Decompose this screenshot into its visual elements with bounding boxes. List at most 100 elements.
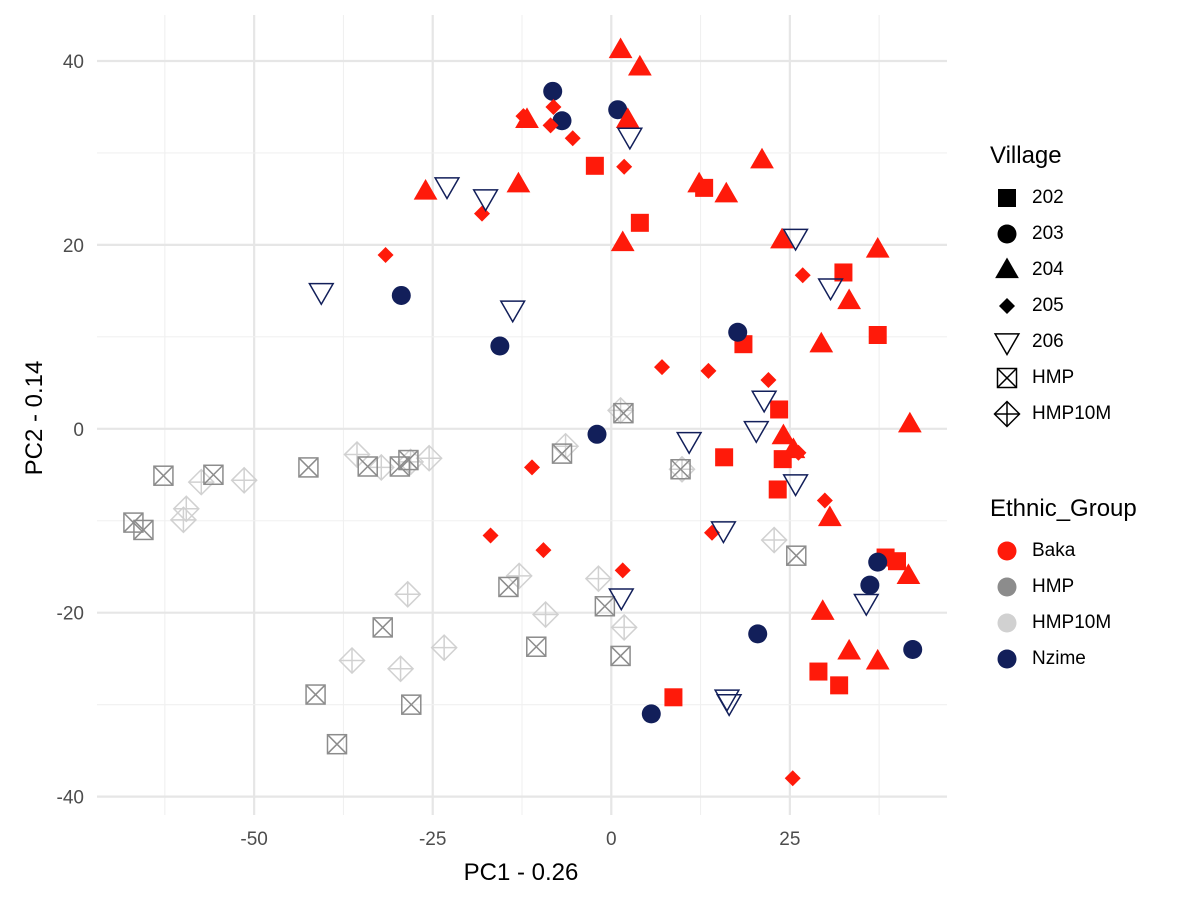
data-point-205: [760, 372, 777, 389]
ethnic-group-legend-item: HMP: [990, 569, 1137, 605]
data-point-203: [860, 575, 880, 595]
data-point-204: [615, 107, 640, 128]
data-point-hmp: [670, 459, 691, 480]
grid-lines: [97, 15, 947, 815]
village-legend: Village 202 203 204 205 206 HMP HMP10M: [990, 142, 1111, 432]
data-point-205: [535, 542, 552, 559]
data-point-206: [715, 693, 743, 717]
data-point-206: [499, 300, 526, 324]
data-point-hmp10m: [169, 506, 197, 534]
data-point-hmp10m: [760, 526, 788, 554]
data-point-205: [545, 98, 562, 115]
data-point-hmp: [326, 733, 348, 755]
data-point-203: [391, 285, 411, 305]
x-tick-label: 25: [779, 829, 800, 850]
data-point-hmp: [594, 596, 616, 617]
data-point-203: [728, 322, 748, 342]
data-point-204: [865, 648, 890, 670]
data-point-206: [675, 431, 703, 455]
ethnic-group-legend-item: Baka: [990, 533, 1137, 569]
data-point-204: [837, 638, 862, 660]
data-point-202: [830, 676, 849, 695]
y-tick-labels: -40 -20 0 20 40: [57, 52, 84, 809]
data-point-205: [784, 770, 801, 787]
data-point-206: [710, 521, 737, 544]
ethnic-group-legend-label: Nzime: [1032, 648, 1086, 669]
y-axis-title: PC2 - 0.14: [21, 361, 48, 476]
data-point-203: [868, 552, 888, 572]
data-point-204: [817, 505, 842, 527]
village-legend-label: HMP10M: [1032, 403, 1112, 424]
data-point-205: [616, 158, 633, 175]
data-point-202: [868, 326, 887, 344]
data-point-202: [809, 662, 828, 681]
data-point-hmp: [305, 684, 326, 705]
village-legend-key: [996, 367, 1018, 389]
x-axis-title: PC1 - 0.26: [464, 859, 579, 886]
data-point-hmp10m: [552, 432, 580, 460]
data-point-206: [616, 127, 644, 151]
data-point-204: [750, 147, 774, 169]
village-legend-label: 203: [1032, 223, 1064, 244]
village-legend-label: 206: [1032, 331, 1064, 352]
data-point-hmp: [357, 456, 378, 477]
data-point-206: [433, 177, 461, 201]
village-legend-item: 204: [990, 252, 1111, 288]
data-point-hmp10m: [505, 562, 533, 590]
data-point-206: [853, 593, 880, 617]
data-point-202: [585, 156, 604, 175]
data-point-204: [627, 54, 652, 76]
y-tick-label: 20: [63, 236, 84, 257]
data-point-hmp: [613, 402, 634, 424]
data-point-205: [654, 359, 670, 376]
data-point-204: [608, 37, 633, 59]
data-point-205: [482, 527, 499, 544]
village-legend-key: [993, 400, 1021, 428]
data-point-202: [715, 448, 734, 467]
data-point-205: [790, 444, 807, 461]
data-point-202: [630, 213, 649, 232]
data-point-hmp10m: [343, 440, 371, 469]
village-legend-key: [997, 224, 1017, 244]
data-point-hmp10m: [532, 600, 560, 629]
data-point-hmp: [133, 519, 154, 541]
data-point-204: [865, 236, 890, 258]
data-point-hmp10m: [172, 495, 200, 523]
data-point-206: [713, 689, 741, 713]
data-point-205: [794, 267, 811, 284]
data-point-204: [506, 171, 531, 193]
ethnic-group-legend-key: [997, 649, 1017, 669]
data-point-203: [641, 704, 661, 724]
data-point-206: [782, 474, 809, 498]
village-legend-key: [995, 257, 1019, 279]
data-point-hmp: [551, 443, 573, 464]
ethnic-group-legend-label: HMP10M: [1032, 612, 1112, 633]
data-point-206: [743, 420, 770, 444]
village-legend-label: 204: [1032, 259, 1064, 280]
data-point-204: [810, 599, 835, 620]
data-point-hmp: [298, 457, 319, 478]
ethnic-group-legend-label: Baka: [1032, 540, 1076, 561]
data-point-204: [413, 179, 438, 200]
ethnic-group-legend-key: [997, 577, 1017, 597]
data-point-204: [897, 411, 922, 433]
data-point-202: [770, 400, 789, 419]
data-point-203: [748, 624, 768, 644]
y-tick-label: -40: [57, 788, 84, 809]
village-legend-key: [999, 298, 1015, 314]
village-legend-title: Village: [990, 142, 1062, 169]
data-point-203: [587, 424, 607, 444]
data-points: [123, 37, 923, 787]
village-legend-item: 206: [990, 324, 1111, 360]
data-point-hmp10m: [610, 613, 638, 641]
data-point-hmp: [398, 449, 419, 471]
y-tick-label: 0: [73, 420, 84, 441]
data-point-204: [837, 288, 862, 310]
data-point-203: [903, 639, 923, 659]
ethnic-group-legend-item: HMP10M: [990, 605, 1137, 641]
village-legend-label: 205: [1032, 295, 1064, 316]
ethnic-group-legend-key: [997, 541, 1017, 561]
y-tick-label: 40: [63, 52, 84, 73]
data-point-205: [816, 492, 833, 509]
x-tick-label: 0: [606, 829, 617, 850]
